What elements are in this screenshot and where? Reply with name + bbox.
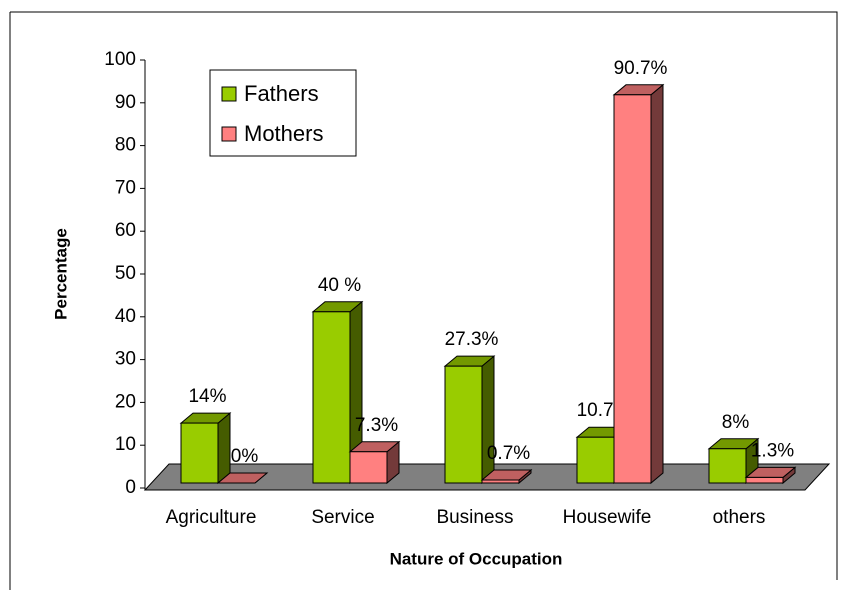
y-tick-label: 80 [115, 135, 136, 156]
bar [216, 472, 269, 484]
value-label: 7.3% [355, 415, 398, 436]
value-label: 0.7% [487, 443, 530, 464]
value-label: 90.7% [614, 58, 668, 79]
value-label: 8% [722, 412, 750, 433]
x-tick-label: Housewife [563, 507, 652, 528]
y-tick-label: 70 [115, 177, 136, 198]
value-label: 27.3% [445, 329, 499, 350]
value-label: 40 % [318, 275, 361, 296]
bar [443, 355, 496, 485]
y-tick-label: 30 [115, 349, 136, 370]
y-tick-label: 100 [104, 49, 136, 70]
legend-label: Fathers [244, 81, 319, 106]
legend-swatch [221, 86, 237, 102]
y-tick-label: 50 [115, 263, 136, 284]
y-tick-label: 20 [115, 391, 136, 412]
y-axis-label: Percentage [51, 228, 70, 320]
value-label: 0% [231, 446, 259, 467]
y-tick-label: 60 [115, 220, 136, 241]
x-tick-label: others [713, 507, 766, 528]
bar [744, 466, 797, 485]
legend-box [209, 69, 357, 157]
x-tick-label: Agriculture [166, 507, 257, 528]
bar [348, 440, 401, 485]
y-tick-label: 10 [115, 434, 136, 455]
chart-frame [9, 11, 838, 590]
bar [480, 468, 533, 485]
legend-swatch [221, 126, 237, 142]
value-label: 14% [188, 386, 226, 407]
legend-label: Mothers [244, 121, 323, 146]
value-label: 1.3% [751, 440, 794, 461]
y-tick-label: 0 [125, 477, 136, 498]
y-tick-label: 40 [115, 306, 136, 327]
x-tick-label: Service [311, 507, 374, 528]
bar [612, 83, 665, 485]
x-axis-label: Nature of Occupation [390, 549, 563, 568]
bar [179, 412, 232, 485]
y-tick-label: 90 [115, 92, 136, 113]
bar [311, 300, 364, 485]
x-tick-label: Business [436, 507, 513, 528]
